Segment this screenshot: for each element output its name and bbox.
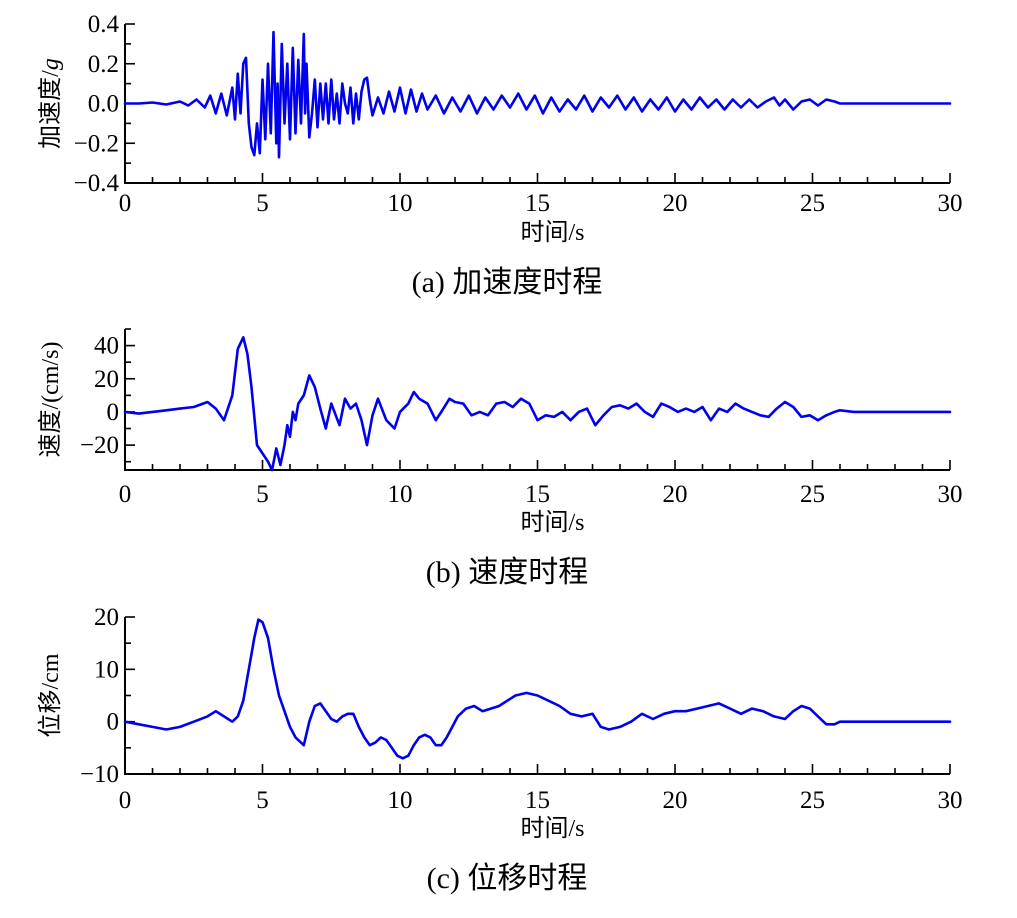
y-axis-title: 位移/cm — [37, 653, 64, 737]
x-tick-label: 5 — [256, 190, 269, 217]
y-axis-title: 加速度/g — [37, 58, 64, 149]
y-tick-label: −0.2 — [74, 130, 119, 157]
x-tick-label: 25 — [800, 190, 825, 217]
x-axis-title: 时间/s — [520, 815, 584, 842]
x-tick-label: 25 — [800, 787, 825, 814]
x-tick-label: 20 — [663, 481, 688, 508]
x-tick-label: 20 — [663, 190, 688, 217]
caption-b: (b) 速度时程 — [426, 556, 588, 589]
x-tick-label: 15 — [525, 481, 550, 508]
y-axis-title: 速度/(cm/s) — [37, 342, 64, 458]
x-tick-label: 15 — [525, 190, 550, 217]
x-tick-label: 30 — [938, 190, 963, 217]
x-tick-label: 0 — [119, 787, 132, 814]
y-tick-label: 20 — [94, 366, 119, 393]
x-tick-label: 30 — [938, 787, 963, 814]
y-tick-label: −20 — [80, 432, 119, 459]
x-tick-label: 10 — [388, 481, 413, 508]
y-tick-label: −10 — [80, 761, 119, 788]
y-tick-label: 0 — [107, 709, 120, 736]
y-tick-label: −0.4 — [74, 170, 120, 197]
x-tick-label: 5 — [256, 787, 269, 814]
y-tick-label: 10 — [94, 656, 119, 683]
x-axis-title: 时间/s — [520, 219, 584, 246]
tick-group: 0 5 10 15 20 25 30 −0.4 −0.2 0.0 0.2 0.4 — [74, 11, 963, 217]
x-tick-label: 5 — [256, 481, 269, 508]
axis-frame — [124, 329, 950, 471]
x-tick-label: 0 — [119, 190, 132, 217]
y-tick-label: 0.2 — [88, 51, 119, 78]
panel-acceleration: 0 5 10 15 20 25 30 −0.4 −0.2 0.0 0.2 0.4 时间/s 加速度/g… — [37, 11, 963, 299]
x-tick-label: 25 — [800, 481, 825, 508]
y-tick-label: 0.4 — [88, 11, 120, 38]
x-axis-title: 时间/s — [520, 509, 584, 536]
displacement-series-line — [123, 618, 952, 760]
y-tick-label: 40 — [94, 333, 119, 360]
velocity-series-line — [123, 336, 952, 472]
x-tick-label: 0 — [119, 481, 132, 508]
caption-a: (a) 加速度时程 — [412, 266, 603, 299]
caption-c: (c) 位移时程 — [427, 862, 588, 895]
x-tick-label: 20 — [663, 787, 688, 814]
x-tick-label: 30 — [938, 481, 963, 508]
x-tick-label: 15 — [525, 787, 550, 814]
y-tick-label: 0 — [107, 399, 120, 426]
y-tick-label: 20 — [94, 604, 119, 631]
acceleration-series-line — [123, 30, 952, 159]
x-tick-label: 10 — [388, 787, 413, 814]
y-tick-label: 0.0 — [88, 91, 119, 118]
x-tick-label: 10 — [388, 190, 413, 217]
